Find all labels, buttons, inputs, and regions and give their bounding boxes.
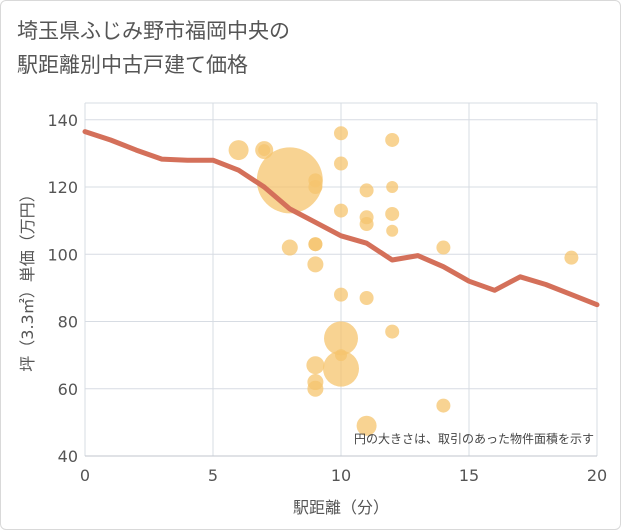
data-bubble <box>306 356 325 375</box>
x-tick-labels: 0 5 10 15 20 <box>80 466 607 485</box>
size-note: 円の大きさは、取引のあった物件面積を示す <box>354 431 594 446</box>
y-tick-label: 140 <box>47 111 78 130</box>
x-axis-label: 駅距離（分） <box>293 498 389 517</box>
title-line-1: 埼玉県ふじみ野市福岡中央の <box>17 19 290 43</box>
data-bubble <box>359 183 374 198</box>
title-line-2: 駅距離別中古戸建て価格 <box>17 53 248 77</box>
data-bubble <box>385 132 400 147</box>
trend-line <box>82 129 600 308</box>
data-bubble <box>436 240 451 255</box>
x-tick-label: 20 <box>587 466 607 485</box>
data-bubble <box>308 237 323 252</box>
data-bubble <box>258 144 271 157</box>
data-bubble <box>386 224 399 237</box>
data-bubble <box>334 203 348 218</box>
data-bubble <box>564 250 579 265</box>
grid-lines <box>84 102 598 457</box>
data-bubble <box>359 290 374 305</box>
data-bubble <box>436 398 451 413</box>
y-tick-label: 40 <box>58 447 78 466</box>
chart-title: 埼玉県ふじみ野市福岡中央の 駅距離別中古戸建て価格 <box>17 14 290 82</box>
data-bubble <box>334 287 348 302</box>
data-bubble <box>281 239 298 256</box>
data-bubble <box>356 415 377 436</box>
y-tick-label: 60 <box>58 380 78 399</box>
data-bubble <box>334 126 348 141</box>
y-axis-label: 坪（3.3㎡）単価（万円） <box>18 186 37 371</box>
y-tick-labels: 40 60 80 100 120 140 <box>47 111 78 466</box>
y-tick-label: 80 <box>58 313 78 332</box>
x-tick-label: 0 <box>80 466 90 485</box>
data-bubble <box>323 350 359 387</box>
x-tick-label: 15 <box>459 466 479 485</box>
data-bubble <box>307 256 324 273</box>
data-bubble <box>228 140 249 161</box>
data-bubble <box>359 217 374 232</box>
data-bubble <box>308 180 323 195</box>
y-tick-label: 120 <box>47 178 78 197</box>
x-tick-label: 5 <box>208 466 218 485</box>
data-bubble <box>334 156 348 171</box>
data-bubble <box>324 321 358 356</box>
data-bubble <box>307 380 324 397</box>
data-bubble <box>386 181 399 194</box>
data-bubble <box>385 206 400 221</box>
y-tick-label: 100 <box>47 245 78 264</box>
data-bubble <box>385 324 400 339</box>
x-tick-label: 10 <box>331 466 351 485</box>
